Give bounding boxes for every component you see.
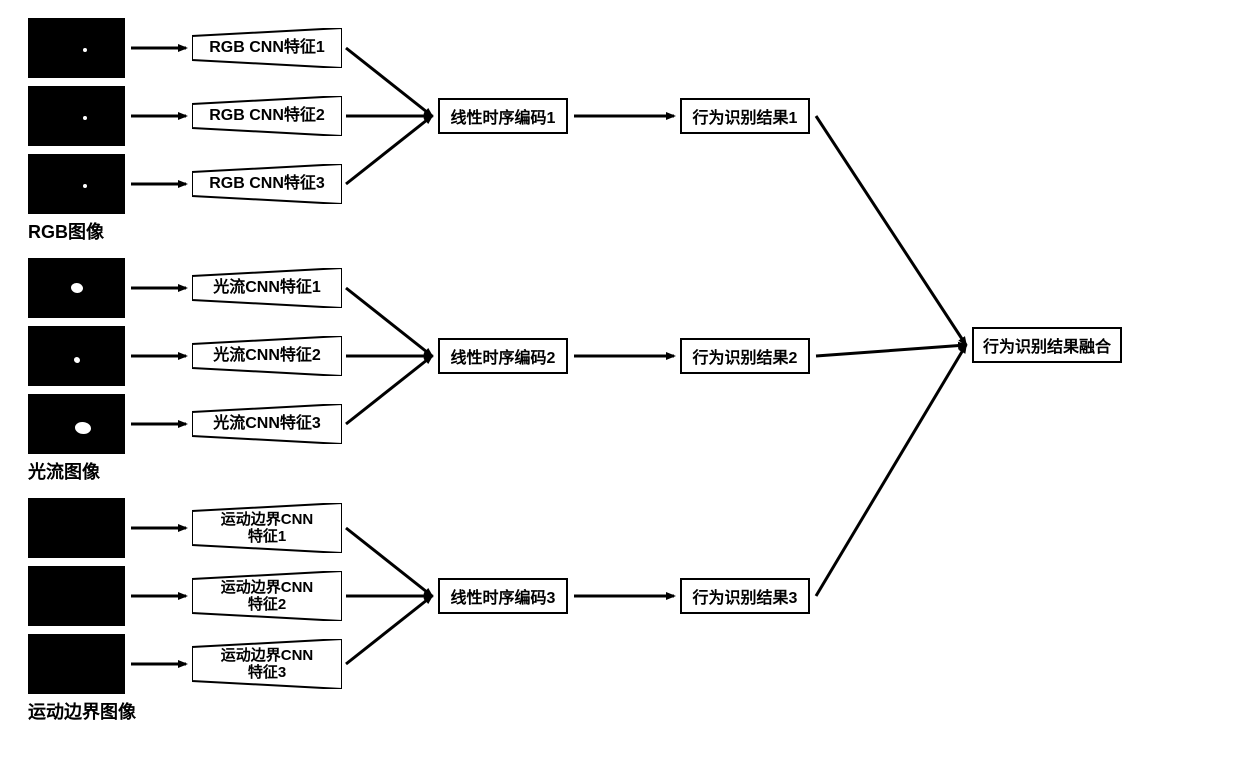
feat-mb-2-label: 运动边界CNN特征2 — [192, 571, 342, 621]
thumb-flow-3 — [28, 394, 125, 454]
thumb-flow-1 — [28, 258, 125, 318]
thumb-mb-2 — [28, 566, 125, 626]
thumb-blob — [75, 422, 91, 434]
feat-mb-1-label: 运动边界CNN特征1 — [192, 503, 342, 553]
thumb-rgb-2 — [28, 86, 125, 146]
thumb-rgb-1 — [28, 18, 125, 78]
result-mb: 行为识别结果3 — [680, 578, 810, 614]
result-flow: 行为识别结果2 — [680, 338, 810, 374]
stream-label-flow: 光流图像 — [28, 458, 100, 484]
feat-flow-1-label: 光流CNN特征1 — [192, 268, 342, 308]
result-rgb: 行为识别结果1 — [680, 98, 810, 134]
feat-flow-3-label: 光流CNN特征3 — [192, 404, 342, 444]
feat-flow-1: 光流CNN特征1 — [192, 268, 342, 308]
thumb-flow-2 — [28, 326, 125, 386]
thumb-dot — [83, 116, 87, 120]
thumb-mb-1 — [28, 498, 125, 558]
feat-mb-2: 运动边界CNN特征2 — [192, 571, 342, 621]
thumb-dot — [83, 48, 87, 52]
feat-mb-1: 运动边界CNN特征1 — [192, 503, 342, 553]
feat-rgb-1-label: RGB CNN特征1 — [192, 28, 342, 68]
encode-mb: 线性时序编码3 — [438, 578, 568, 614]
fusion-box: 行为识别结果融合 — [972, 327, 1122, 363]
feat-rgb-1: RGB CNN特征1 — [192, 28, 342, 68]
feat-rgb-2-label: RGB CNN特征2 — [192, 96, 342, 136]
feat-mb-3-label: 运动边界CNN特征3 — [192, 639, 342, 689]
feat-rgb-3-label: RGB CNN特征3 — [192, 164, 342, 204]
stream-label-mb: 运动边界图像 — [28, 698, 136, 724]
feat-mb-3: 运动边界CNN特征3 — [192, 639, 342, 689]
feat-flow-2-label: 光流CNN特征2 — [192, 336, 342, 376]
thumb-blob — [74, 357, 80, 363]
thumb-rgb-3 — [28, 154, 125, 214]
encode-rgb: 线性时序编码1 — [438, 98, 568, 134]
feat-rgb-3: RGB CNN特征3 — [192, 164, 342, 204]
stream-label-rgb: RGB图像 — [28, 218, 104, 244]
encode-flow: 线性时序编码2 — [438, 338, 568, 374]
feat-rgb-2: RGB CNN特征2 — [192, 96, 342, 136]
thumb-blob — [71, 283, 83, 293]
feat-flow-2: 光流CNN特征2 — [192, 336, 342, 376]
feat-flow-3: 光流CNN特征3 — [192, 404, 342, 444]
thumb-dot — [83, 184, 87, 188]
thumb-mb-3 — [28, 634, 125, 694]
